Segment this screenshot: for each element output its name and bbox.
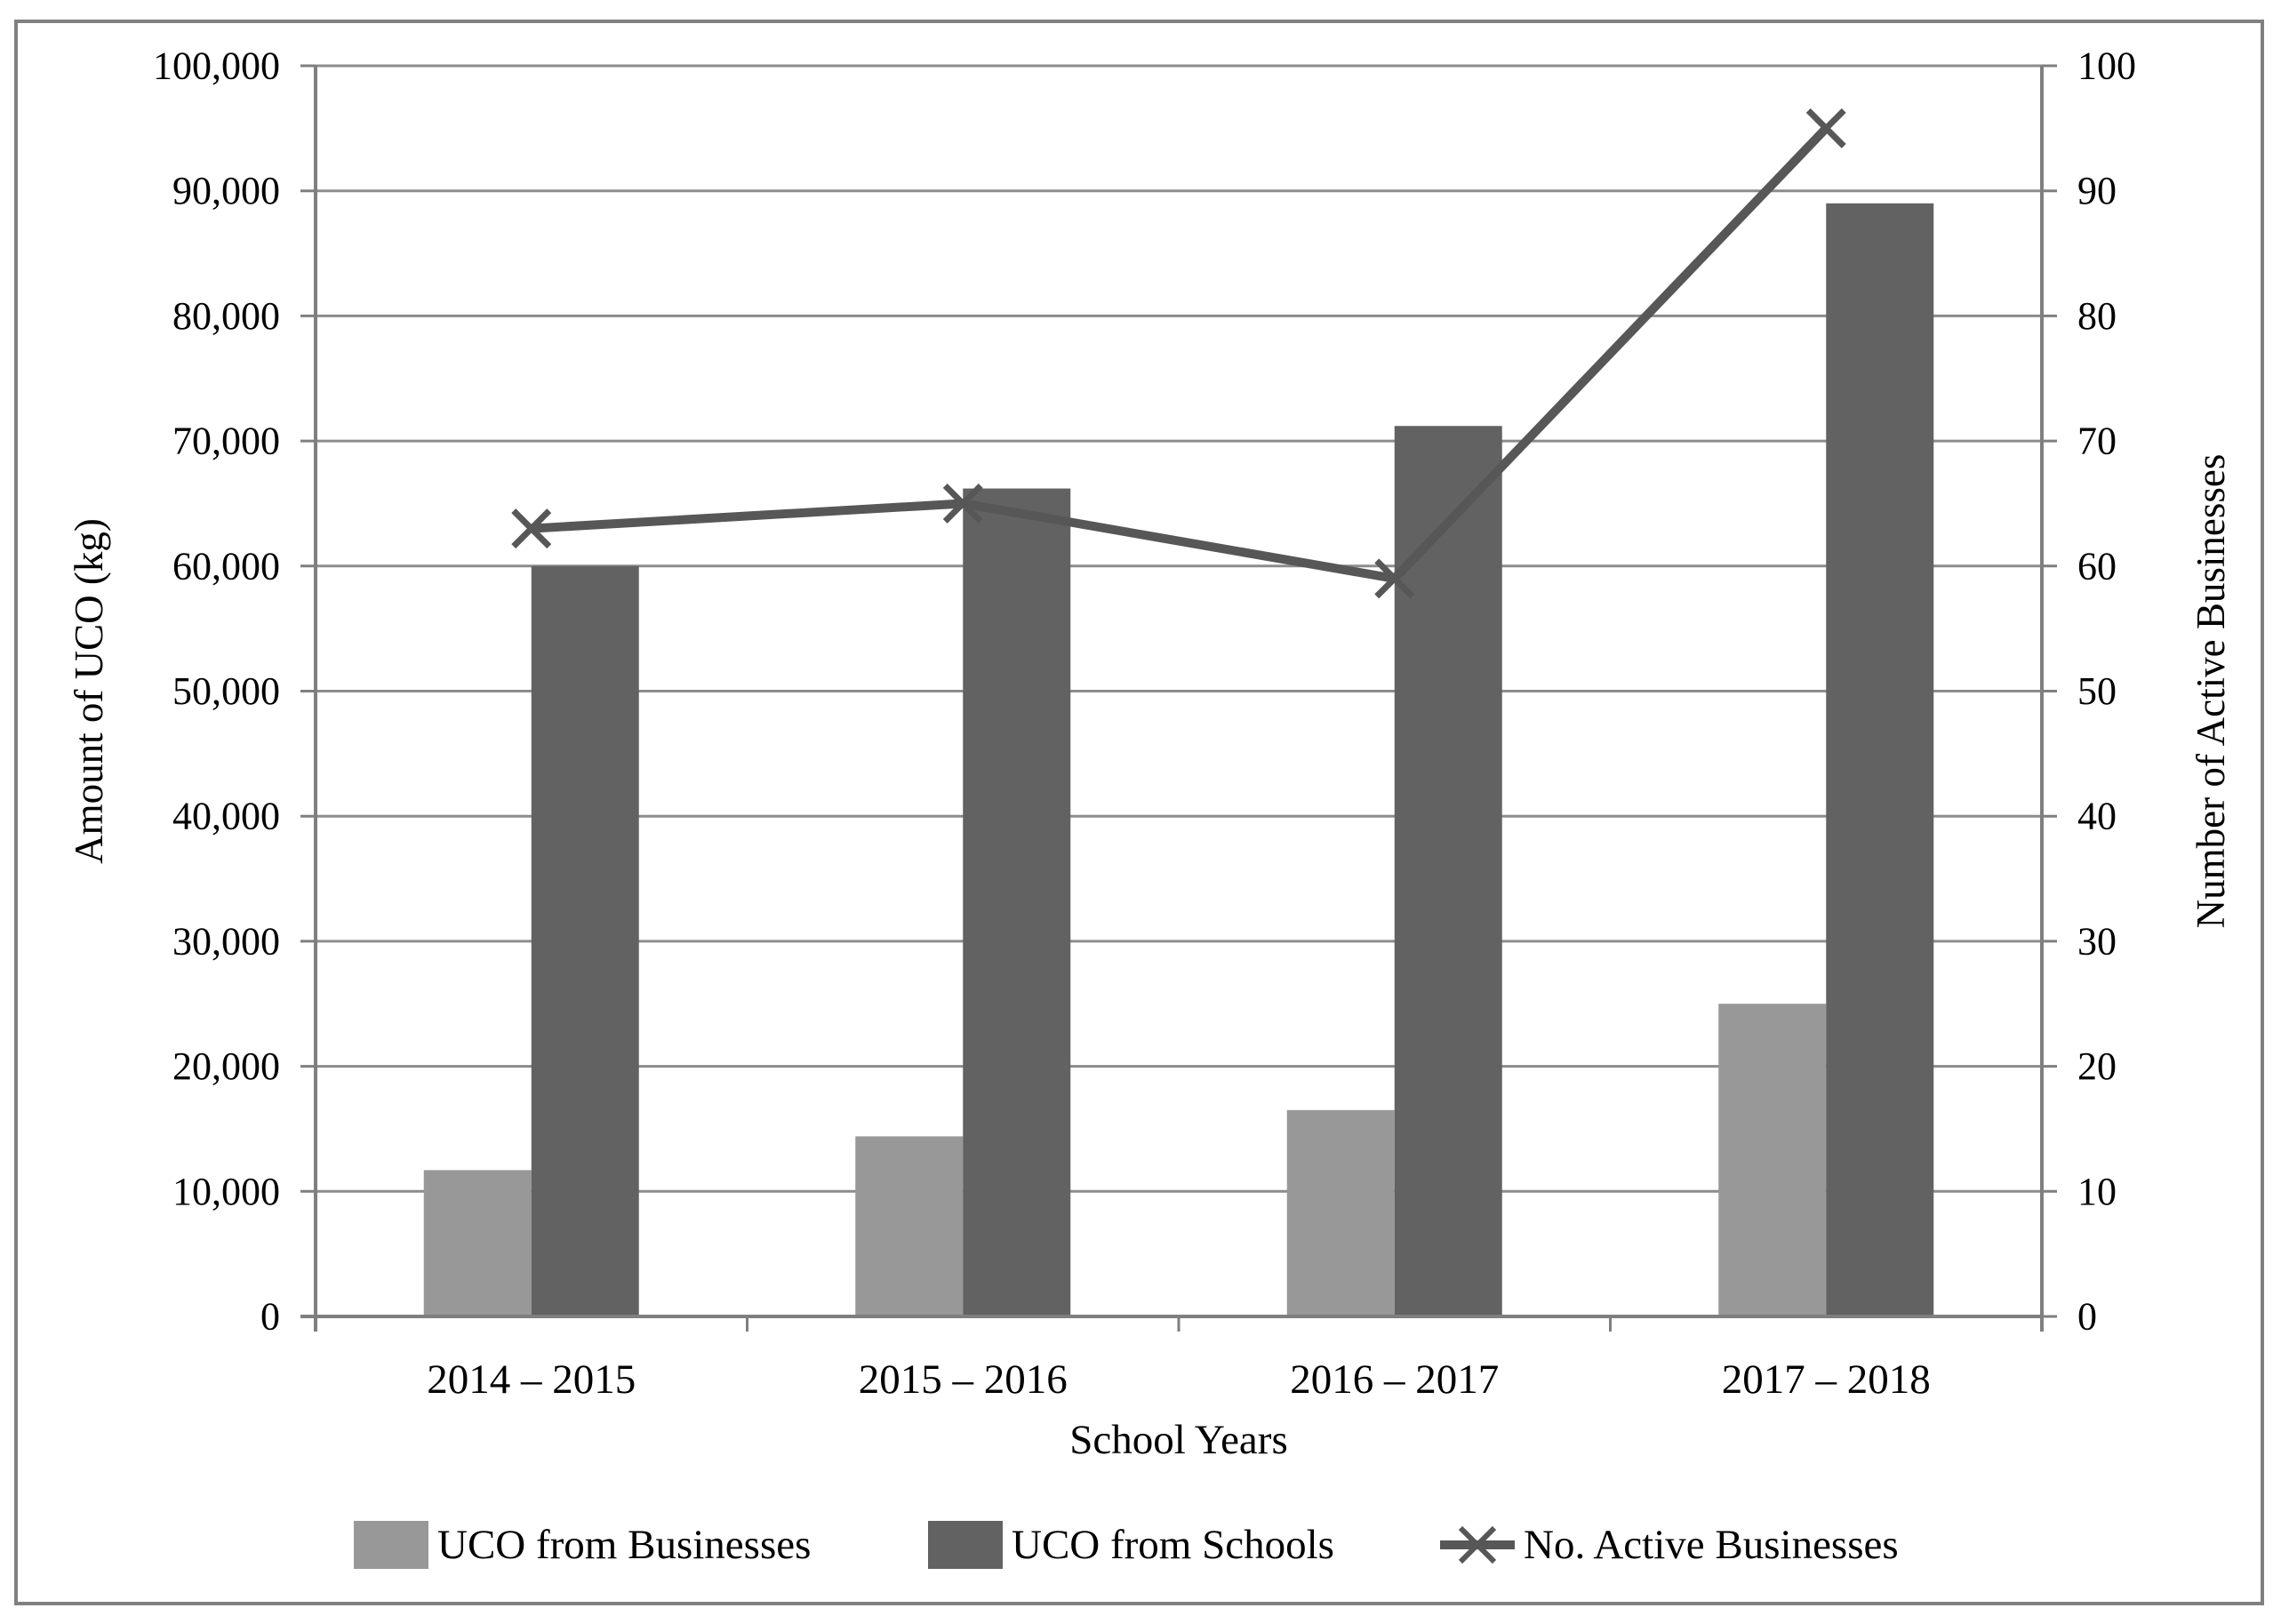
x-category-label: 2014 – 2015: [427, 1356, 636, 1403]
bar-uco-from-businesses-1: [423, 1170, 532, 1316]
x-axis-title: School Years: [1069, 1417, 1287, 1463]
line-marker-x: [1805, 108, 1846, 148]
x-category-label: 2017 – 2018: [1722, 1356, 1931, 1403]
x-category-label: 2015 – 2016: [859, 1356, 1068, 1403]
x-category-label: 2016 – 2017: [1290, 1356, 1499, 1403]
right-axis-tick-label: 50: [2077, 669, 2117, 713]
left-axis-tick-label: 80,000: [172, 294, 280, 338]
bar-uco-from-schools-2: [963, 488, 1071, 1316]
legend-label-uco-from-businesses: UCO from Businesses: [437, 1522, 811, 1568]
right-axis-tick-label: 10: [2077, 1170, 2117, 1213]
bar-uco-from-schools-4: [1826, 203, 1934, 1316]
right-axis-tick-label: 90: [2077, 169, 2117, 212]
left-axis-tick-label: 0: [260, 1295, 280, 1339]
bar-uco-from-businesses-4: [1718, 1004, 1827, 1316]
legend-swatch-uco-from-schools: [928, 1521, 1003, 1569]
left-axis-tick-label: 100,000: [153, 44, 280, 88]
line-no-active-businesses: [531, 124, 1829, 584]
bar-uco-from-schools-1: [531, 565, 639, 1316]
left-axis-title: Amount of UCO (kg): [67, 518, 111, 864]
line-marker-x: [942, 483, 983, 524]
right-axis-tick-label: 40: [2077, 795, 2117, 838]
right-axis-tick-label: 100: [2077, 44, 2136, 88]
bar-uco-from-businesses-3: [1286, 1109, 1395, 1316]
left-axis-tick-label: 50,000: [172, 669, 280, 713]
legend-label-uco-from-schools: UCO from Schools: [1012, 1522, 1334, 1568]
left-axis-tick-label: 30,000: [172, 919, 280, 963]
line-marker-x: [511, 508, 552, 549]
left-axis-tick-label: 60,000: [172, 544, 280, 588]
right-axis-tick-label: 30: [2077, 919, 2117, 963]
right-axis-title: Number of Active Businesses: [2189, 454, 2233, 929]
legend-swatch-uco-from-businesses: [354, 1521, 428, 1569]
figure-border: [14, 20, 2264, 1605]
left-axis-tick-label: 70,000: [172, 420, 280, 463]
right-axis-tick-label: 70: [2077, 420, 2117, 463]
right-axis-tick-label: 60: [2077, 544, 2117, 588]
legend-label-no-active-businesses: No. Active Businesses: [1524, 1522, 1899, 1568]
right-axis-tick-label: 20: [2077, 1044, 2117, 1088]
left-axis-tick-label: 10,000: [172, 1170, 280, 1213]
bar-uco-from-businesses-2: [855, 1136, 964, 1316]
right-axis-tick-label: 80: [2077, 294, 2117, 338]
line-marker-x: [1374, 558, 1415, 599]
bar-uco-from-schools-3: [1394, 426, 1502, 1316]
left-axis-tick-label: 40,000: [172, 795, 280, 838]
legend-marker-x: [1458, 1525, 1497, 1564]
left-axis-tick-label: 20,000: [172, 1044, 280, 1088]
right-axis-tick-label: 0: [2077, 1295, 2097, 1339]
left-axis-tick-label: 90,000: [172, 169, 280, 212]
